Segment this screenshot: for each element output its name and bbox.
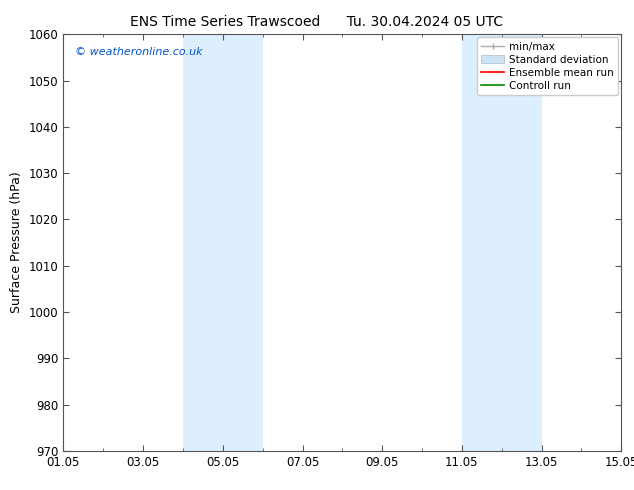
Text: © weatheronline.co.uk: © weatheronline.co.uk — [75, 47, 202, 57]
Bar — [462, 34, 541, 451]
Bar — [183, 34, 262, 451]
Legend: min/max, Standard deviation, Ensemble mean run, Controll run: min/max, Standard deviation, Ensemble me… — [477, 37, 618, 95]
Y-axis label: Surface Pressure (hPa): Surface Pressure (hPa) — [10, 172, 23, 314]
Text: ENS Time Series Trawscoed      Tu. 30.04.2024 05 UTC: ENS Time Series Trawscoed Tu. 30.04.2024… — [131, 15, 503, 29]
